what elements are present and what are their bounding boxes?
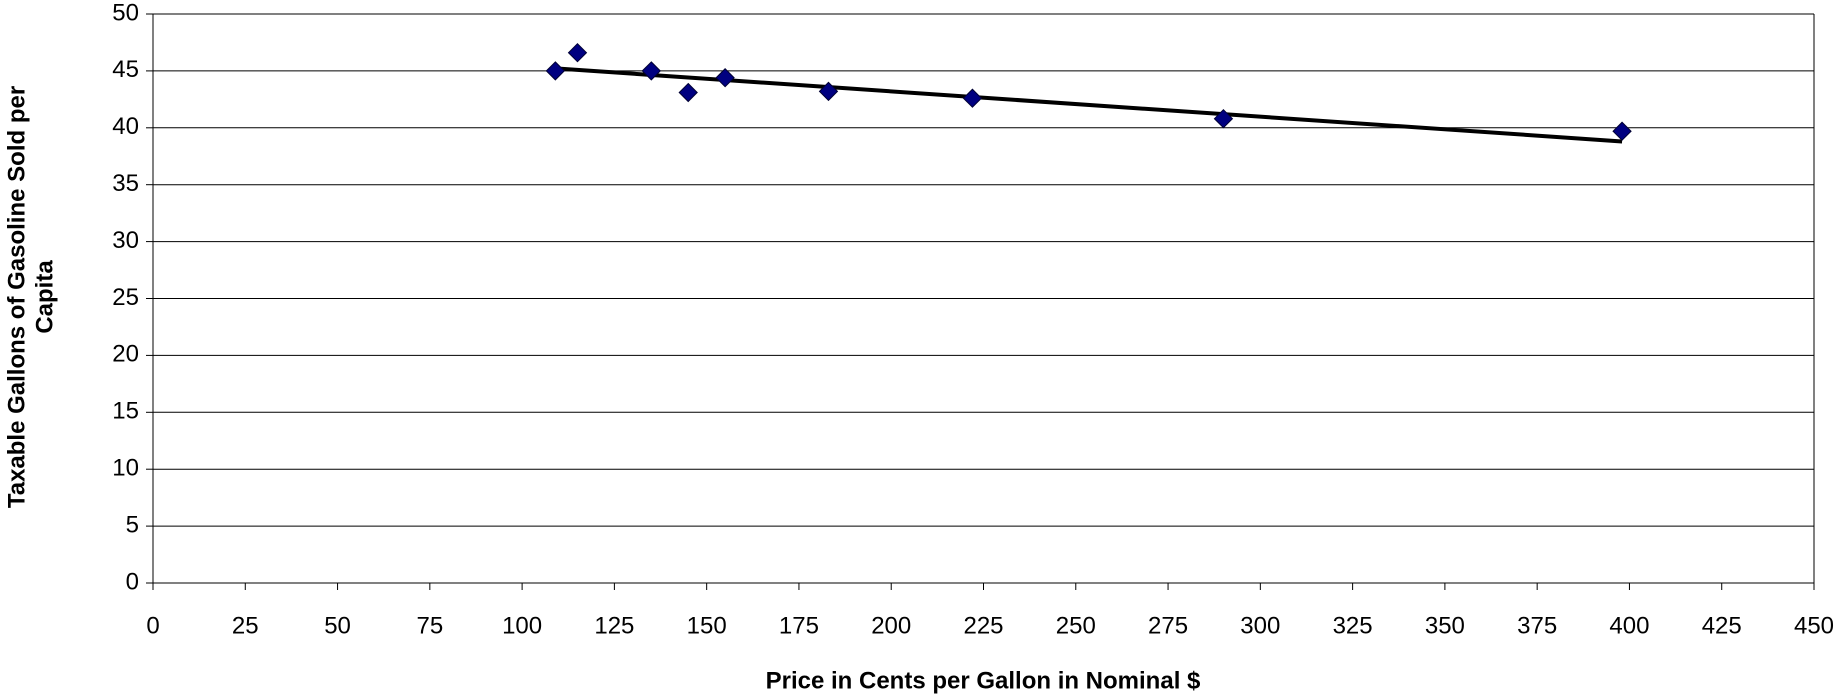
x-tick-label: 250 [1056, 612, 1096, 639]
data-point [641, 61, 662, 81]
x-tick-label: 300 [1240, 612, 1280, 639]
x-tick-label: 400 [1609, 612, 1649, 639]
x-tick-label: 0 [146, 612, 159, 639]
data-point [1612, 121, 1632, 141]
y-tick-label: 20 [112, 341, 139, 368]
x-tick-label: 125 [594, 612, 634, 639]
data-point [678, 82, 698, 103]
x-tick-label: 450 [1794, 612, 1834, 639]
x-axis-title: Price in Cents per Gallon in Nominal $ [766, 667, 1201, 694]
y-axis-title: Capita [31, 260, 58, 334]
x-tick-label: 275 [1148, 612, 1188, 639]
x-tick-label: 200 [871, 612, 911, 639]
x-tick-label: 350 [1425, 612, 1465, 639]
x-tick-label: 425 [1702, 612, 1742, 639]
x-tick-label: 100 [502, 612, 542, 639]
y-tick-label: 45 [112, 56, 139, 83]
data-point [962, 88, 983, 108]
x-tick-label: 75 [416, 612, 443, 639]
x-tick-label: 50 [324, 612, 351, 639]
x-tick-label: 325 [1333, 612, 1373, 639]
y-axis-title: Taxable Gallons of Gasoline Sold per [3, 86, 30, 508]
data-point [715, 68, 735, 88]
y-tick-label: 50 [112, 0, 139, 26]
y-tick-label: 10 [112, 455, 139, 482]
x-tick-label: 25 [232, 612, 259, 639]
y-tick-label: 15 [112, 398, 139, 425]
y-tick-label: 30 [112, 227, 139, 254]
y-tick-label: 40 [112, 113, 139, 140]
y-tick-label: 0 [126, 568, 139, 595]
data-point [818, 81, 839, 102]
data-point [545, 61, 566, 81]
data-point [1213, 108, 1234, 129]
x-tick-label: 175 [779, 612, 819, 639]
x-tick-label: 225 [963, 612, 1003, 639]
y-tick-label: 5 [126, 511, 139, 538]
data-point [567, 42, 588, 63]
y-tick-label: 25 [112, 284, 139, 311]
trendline [558, 66, 1623, 144]
x-tick-label: 375 [1517, 612, 1557, 639]
x-tick-label: 150 [687, 612, 727, 639]
y-tick-label: 35 [112, 170, 139, 197]
